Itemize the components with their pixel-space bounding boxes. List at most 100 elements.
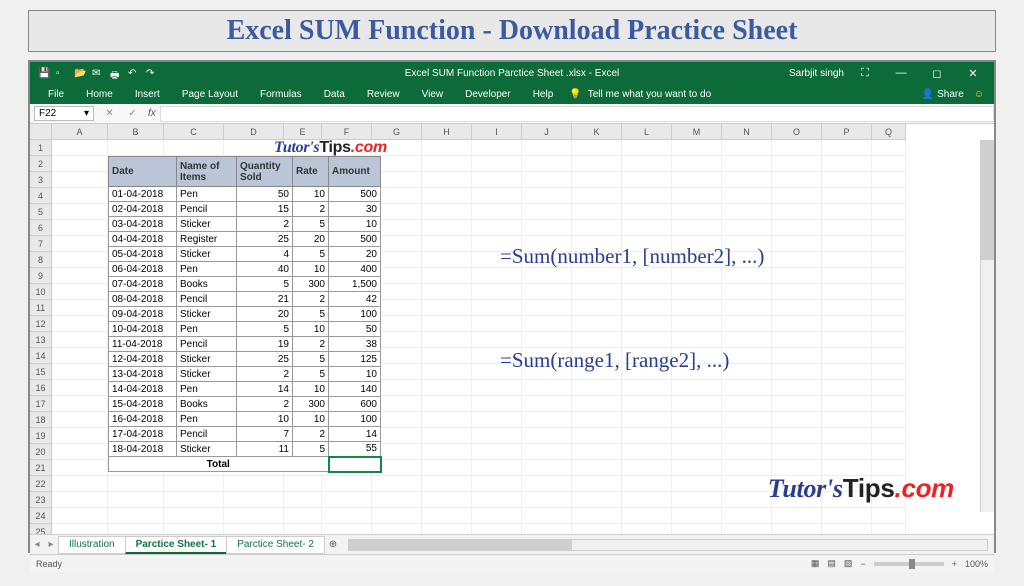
cell[interactable] <box>108 492 164 508</box>
cell[interactable] <box>772 140 822 156</box>
col-header-I[interactable]: I <box>472 124 522 140</box>
view-break-icon[interactable]: ▧ <box>844 558 853 569</box>
cell-date[interactable]: 13-04-2018 <box>109 367 177 382</box>
cell[interactable] <box>872 172 906 188</box>
cell[interactable] <box>422 252 472 268</box>
cell[interactable] <box>572 380 622 396</box>
cell[interactable] <box>822 236 872 252</box>
cell[interactable] <box>572 412 622 428</box>
cell[interactable] <box>672 204 722 220</box>
cell-item[interactable]: Sticker <box>177 217 237 232</box>
cell[interactable] <box>422 316 472 332</box>
cell-item[interactable]: Register <box>177 232 237 247</box>
cell-date[interactable]: 12-04-2018 <box>109 352 177 367</box>
row-header-12[interactable]: 12 <box>30 316 52 332</box>
cell[interactable] <box>472 332 522 348</box>
cell[interactable] <box>572 476 622 492</box>
cell[interactable] <box>722 332 772 348</box>
dropdown-icon[interactable]: ▾ <box>84 108 89 119</box>
cell[interactable] <box>422 524 472 534</box>
cell[interactable] <box>622 412 672 428</box>
cell[interactable] <box>52 188 108 204</box>
cell-item[interactable]: Sticker <box>177 367 237 382</box>
cell[interactable] <box>422 348 472 364</box>
worksheet-grid[interactable]: ABCDEFGHIJKLMNOPQ 1234567891011121314151… <box>30 124 994 534</box>
cell[interactable] <box>422 188 472 204</box>
cell[interactable] <box>522 460 572 476</box>
cell[interactable] <box>872 508 906 524</box>
cell[interactable] <box>622 220 672 236</box>
cell[interactable] <box>572 460 622 476</box>
cell[interactable] <box>872 220 906 236</box>
row-header-23[interactable]: 23 <box>30 492 52 508</box>
cell[interactable] <box>672 188 722 204</box>
cell[interactable] <box>622 140 672 156</box>
cell[interactable] <box>572 220 622 236</box>
cell[interactable] <box>422 220 472 236</box>
cell[interactable] <box>284 508 322 524</box>
column-headers[interactable]: ABCDEFGHIJKLMNOPQ <box>30 124 994 140</box>
cell[interactable] <box>772 268 822 284</box>
tab-file[interactable]: File <box>38 87 74 102</box>
cell-rate[interactable]: 2 <box>293 202 329 217</box>
cell-date[interactable]: 11-04-2018 <box>109 337 177 352</box>
cell-rate[interactable]: 5 <box>293 442 329 457</box>
cell[interactable] <box>822 188 872 204</box>
cell[interactable] <box>52 268 108 284</box>
cell[interactable] <box>622 508 672 524</box>
cell[interactable] <box>872 236 906 252</box>
table-header[interactable]: Rate <box>293 157 329 187</box>
cell[interactable] <box>872 284 906 300</box>
cell[interactable] <box>422 364 472 380</box>
cell-qty[interactable]: 10 <box>237 412 293 427</box>
cell[interactable] <box>472 476 522 492</box>
cell[interactable] <box>52 204 108 220</box>
cell[interactable] <box>672 332 722 348</box>
cell[interactable] <box>622 492 672 508</box>
cell[interactable] <box>572 188 622 204</box>
total-row[interactable]: Total <box>109 457 381 472</box>
zoom-level[interactable]: 100% <box>965 559 988 569</box>
cell[interactable] <box>772 508 822 524</box>
cell[interactable] <box>722 348 772 364</box>
cell[interactable] <box>52 364 108 380</box>
cell[interactable] <box>672 428 722 444</box>
cell[interactable] <box>572 172 622 188</box>
cell[interactable] <box>672 476 722 492</box>
vertical-scrollbar[interactable] <box>980 140 994 512</box>
cell[interactable] <box>52 140 108 156</box>
add-sheet-button[interactable]: ⊕ <box>324 539 342 550</box>
share-button[interactable]: 👤 Share <box>922 89 964 100</box>
cell[interactable] <box>224 508 284 524</box>
cell[interactable] <box>722 524 772 534</box>
cell[interactable] <box>472 172 522 188</box>
cell[interactable] <box>772 220 822 236</box>
row-header-6[interactable]: 6 <box>30 220 52 236</box>
cell-qty[interactable]: 40 <box>237 262 293 277</box>
cell[interactable] <box>522 172 572 188</box>
user-name[interactable]: Sarbjit singh <box>789 68 844 79</box>
table-header[interactable]: Name of Items <box>177 157 237 187</box>
cell-qty[interactable]: 21 <box>237 292 293 307</box>
cell[interactable] <box>52 284 108 300</box>
table-header[interactable]: Quantity Sold <box>237 157 293 187</box>
cell[interactable] <box>224 524 284 534</box>
row-header-5[interactable]: 5 <box>30 204 52 220</box>
cell-amount[interactable]: 50 <box>329 322 381 337</box>
cell[interactable] <box>672 524 722 534</box>
col-header-F[interactable]: F <box>322 124 372 140</box>
table-row[interactable]: 09-04-2018Sticker205100 <box>109 307 381 322</box>
cell[interactable] <box>164 508 224 524</box>
cell[interactable] <box>52 460 108 476</box>
cell-date[interactable]: 03-04-2018 <box>109 217 177 232</box>
cell[interactable] <box>672 492 722 508</box>
cell-amount[interactable]: 500 <box>329 232 381 247</box>
table-row[interactable]: 18-04-2018Sticker11555 <box>109 442 381 457</box>
cell-item[interactable]: Pencil <box>177 202 237 217</box>
cell[interactable] <box>522 492 572 508</box>
cell[interactable] <box>722 172 772 188</box>
tab-developer[interactable]: Developer <box>455 87 521 102</box>
cell[interactable] <box>472 492 522 508</box>
cell[interactable] <box>164 476 224 492</box>
cell-rate[interactable]: 5 <box>293 307 329 322</box>
